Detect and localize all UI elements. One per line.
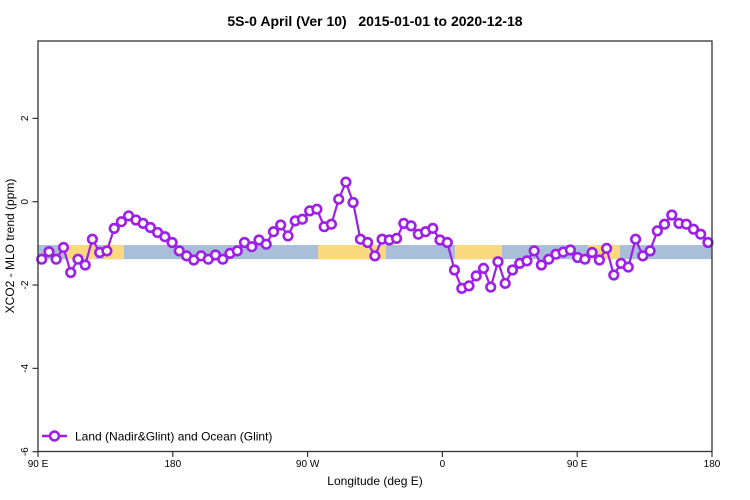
data-point-marker — [579, 253, 591, 265]
y-tick-label: 0 — [20, 198, 31, 204]
data-point-marker — [470, 270, 482, 282]
series-line — [40, 181, 710, 290]
data-point-marker — [564, 244, 577, 256]
chart-title: 5S-0 April (Ver 10) 2015-01-01 to 2020-1… — [227, 13, 522, 29]
data-point-marker — [506, 264, 519, 276]
data-series — [36, 176, 714, 295]
band-yellow-segment — [318, 245, 386, 260]
plot-border — [37, 40, 713, 453]
data-point-marker — [687, 223, 700, 235]
axis-ticks: 90 E 180 90 W 0 90 E 180 2 0 -2 -4 -6 — [20, 115, 721, 470]
data-point-marker — [296, 213, 309, 225]
legend: Land (Nadir&Glint) and Ocean (Glint) — [42, 430, 272, 444]
legend-label: Land (Nadir&Glint) and Ocean (Glint) — [75, 430, 272, 444]
data-point-marker — [173, 245, 185, 257]
data-point-marker — [427, 222, 439, 234]
data-point-marker — [115, 216, 127, 228]
data-point-marker — [441, 236, 453, 249]
data-point-marker — [311, 203, 323, 215]
data-point-marker — [86, 233, 98, 245]
data-point-marker — [362, 236, 374, 249]
x-axis-title: Longitude (deg E) — [327, 474, 422, 488]
data-point-marker — [108, 222, 120, 234]
data-point-marker — [622, 261, 634, 273]
y-tick-label: -2 — [20, 280, 31, 289]
x-tick-label: 90 W — [296, 459, 320, 470]
data-point-marker — [391, 232, 403, 244]
data-point-marker — [477, 262, 490, 275]
data-point-marker — [159, 231, 171, 243]
data-point-marker — [528, 245, 540, 257]
data-point-marker — [600, 242, 613, 254]
data-point-marker — [166, 236, 178, 249]
data-point-marker — [666, 209, 678, 221]
data-point-marker — [347, 196, 359, 209]
data-point-marker — [658, 218, 671, 230]
band-yellow-segment — [454, 245, 503, 260]
x-tick-label: 90 E — [567, 459, 588, 470]
data-point-marker — [405, 220, 417, 232]
data-point-marker — [448, 264, 461, 276]
legend-marker-icon — [48, 430, 61, 442]
data-point-marker — [282, 230, 294, 242]
data-point-marker — [57, 241, 70, 254]
data-point-marker — [695, 228, 707, 240]
data-point-marker — [499, 277, 511, 290]
data-point-marker — [340, 176, 352, 188]
data-point-marker — [629, 233, 642, 245]
y-axis-title: XCO2 - MLO trend (ppm) — [3, 179, 17, 314]
data-point-marker — [644, 245, 656, 257]
data-point-marker — [231, 245, 243, 257]
data-point-marker — [651, 225, 663, 237]
data-point-marker — [463, 280, 475, 292]
data-point-marker — [333, 193, 345, 205]
data-point-marker — [101, 245, 113, 257]
data-point-marker — [50, 253, 62, 265]
data-point-marker — [593, 254, 606, 266]
data-point-marker — [36, 253, 48, 265]
y-tick-label: -4 — [20, 363, 31, 372]
data-point-marker — [369, 250, 381, 262]
x-tick-label: 180 — [704, 459, 721, 470]
data-point-marker — [144, 221, 156, 234]
data-point-marker — [275, 219, 287, 231]
data-point-marker — [43, 246, 55, 258]
data-point-marker — [325, 218, 338, 230]
data-point-marker — [485, 281, 497, 293]
data-point-marker — [492, 256, 504, 268]
data-point-marker — [267, 226, 280, 238]
data-point-marker — [535, 259, 548, 271]
data-point-marker — [217, 253, 229, 265]
data-point-marker — [702, 236, 714, 249]
x-tick-label: 0 — [440, 459, 446, 470]
data-point-marker — [79, 259, 91, 271]
data-point-marker — [608, 269, 620, 281]
data-point-marker — [543, 253, 555, 265]
data-point-marker — [65, 266, 77, 279]
data-point-marker — [680, 218, 692, 230]
data-point-marker — [521, 255, 533, 267]
y-tick-label: 2 — [20, 115, 31, 121]
x-tick-label: 90 E — [28, 459, 49, 470]
data-point-marker — [72, 253, 84, 265]
data-point-marker — [260, 238, 272, 250]
y-tick-label: -6 — [20, 447, 31, 456]
data-point-marker — [586, 246, 598, 259]
x-tick-label: 180 — [164, 459, 181, 470]
data-point-marker — [246, 241, 258, 253]
data-point-marker — [637, 250, 649, 262]
